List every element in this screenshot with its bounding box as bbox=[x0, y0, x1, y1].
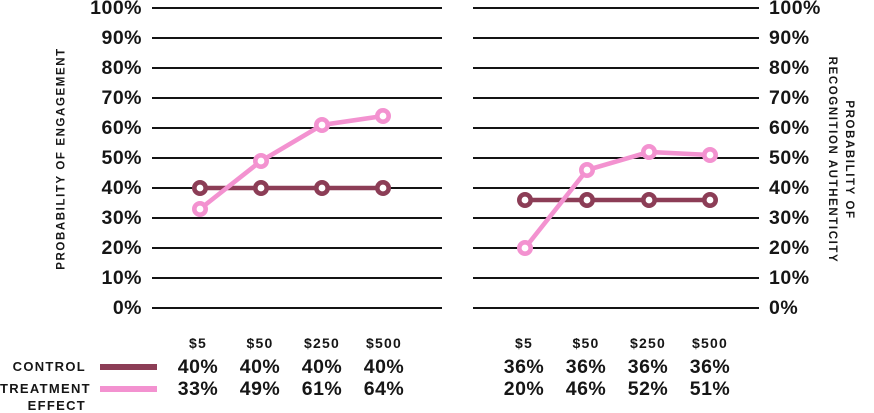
table-row: 20% 46% 52% 51% bbox=[493, 378, 741, 400]
treatment-data-point bbox=[702, 147, 719, 164]
table-row: 40% 40% 40% 40% bbox=[167, 356, 415, 378]
treatment-value: 49% bbox=[239, 378, 281, 400]
control-value: 40% bbox=[301, 356, 343, 378]
control-value: 36% bbox=[503, 356, 545, 378]
control-value: 36% bbox=[627, 356, 669, 378]
recognition-line-plot bbox=[473, 7, 759, 309]
legend-treatment-label-line2: EFFECT bbox=[27, 398, 86, 413]
legend-treatment-swatch bbox=[100, 386, 157, 392]
price-column-header: $500 bbox=[692, 335, 728, 351]
control-value: 40% bbox=[177, 356, 219, 378]
treatment-data-point bbox=[253, 153, 270, 170]
y-tick-label: 50% bbox=[101, 147, 142, 169]
y-tick-label: 20% bbox=[101, 237, 142, 259]
y-tick-label: 0% bbox=[769, 297, 799, 319]
control-data-point bbox=[641, 192, 658, 209]
control-data-point bbox=[314, 180, 331, 197]
y-tick-label: 80% bbox=[101, 57, 142, 79]
treatment-value: 64% bbox=[363, 378, 405, 400]
control-data-point bbox=[253, 180, 270, 197]
price-column-header: $250 bbox=[630, 335, 666, 351]
control-data-point bbox=[579, 192, 596, 209]
treatment-data-point bbox=[191, 201, 208, 218]
treatment-data-point bbox=[375, 108, 392, 125]
control-data-point bbox=[702, 192, 719, 209]
price-column-header: $500 bbox=[366, 335, 402, 351]
treatment-value: 33% bbox=[177, 378, 219, 400]
y-tick-label: 100% bbox=[769, 0, 821, 19]
y-tick-label: 50% bbox=[769, 147, 810, 169]
table-row: $5 $50 $250 $500 bbox=[493, 334, 741, 352]
control-data-point bbox=[191, 180, 208, 197]
y-tick-label: 30% bbox=[101, 207, 142, 229]
y-tick-label: 90% bbox=[101, 27, 142, 49]
treatment-value: 20% bbox=[503, 378, 545, 400]
treatment-data-point bbox=[579, 162, 596, 179]
control-value: 36% bbox=[689, 356, 731, 378]
control-data-point bbox=[375, 180, 392, 197]
control-data-point bbox=[516, 192, 533, 209]
y-tick-label: 70% bbox=[101, 87, 142, 109]
treatment-value: 51% bbox=[689, 378, 731, 400]
y-tick-label: 60% bbox=[101, 117, 142, 139]
legend-treatment-label: TREATMENT bbox=[0, 381, 91, 396]
y-tick-label: 10% bbox=[769, 267, 810, 289]
treatment-value: 52% bbox=[627, 378, 669, 400]
y-tick-label: 10% bbox=[101, 267, 142, 289]
engagement-line-plot bbox=[152, 7, 442, 309]
control-value: 40% bbox=[363, 356, 405, 378]
recognition-value-table: $5 $50 $250 $500 36% 36% 36% 36% 20% 46% 52% 51% bbox=[493, 334, 741, 404]
control-value: 36% bbox=[565, 356, 607, 378]
y-tick-label: 60% bbox=[769, 117, 810, 139]
legend-control-swatch bbox=[100, 364, 157, 370]
y-tick-label: 40% bbox=[769, 177, 810, 199]
y-tick-label: 0% bbox=[112, 297, 142, 319]
y-tick-label: 20% bbox=[769, 237, 810, 259]
table-row: 36% 36% 36% 36% bbox=[493, 356, 741, 378]
right-y-axis-ticks: 100% 90% 80% 70% 60% 50% 40% 30% 20% 10% 0% bbox=[769, 0, 859, 319]
y-tick-label: 90% bbox=[769, 27, 810, 49]
y-tick-label: 70% bbox=[769, 87, 810, 109]
control-value: 40% bbox=[239, 356, 281, 378]
y-tick-label: 100% bbox=[90, 0, 142, 19]
price-column-header: $50 bbox=[246, 335, 274, 351]
treatment-value: 61% bbox=[301, 378, 343, 400]
treatment-data-point bbox=[641, 144, 658, 161]
treatment-data-point bbox=[314, 117, 331, 134]
legend: CONTROL TREATMENT EFFECT bbox=[0, 334, 160, 413]
treatment-value: 46% bbox=[565, 378, 607, 400]
treatment-line bbox=[197, 113, 386, 212]
y-tick-label: 30% bbox=[769, 207, 810, 229]
engagement-value-table: $5 $50 $250 $500 40% 40% 40% 40% 33% 49% 61% 64% bbox=[167, 334, 415, 404]
legend-control-label: CONTROL bbox=[12, 359, 86, 374]
table-row: $5 $50 $250 $500 bbox=[167, 334, 415, 352]
price-column-header: $5 bbox=[515, 335, 533, 351]
table-row: 33% 49% 61% 64% bbox=[167, 378, 415, 400]
treatment-data-point bbox=[516, 240, 533, 257]
price-column-header: $250 bbox=[304, 335, 340, 351]
y-tick-label: 40% bbox=[101, 177, 142, 199]
price-column-header: $50 bbox=[572, 335, 600, 351]
y-tick-label: 80% bbox=[769, 57, 810, 79]
treatment-line bbox=[522, 149, 713, 251]
price-column-header: $5 bbox=[189, 335, 207, 351]
left-y-axis-ticks: 100% 90% 80% 70% 60% 50% 40% 30% 20% 10% 0% bbox=[56, 0, 142, 319]
